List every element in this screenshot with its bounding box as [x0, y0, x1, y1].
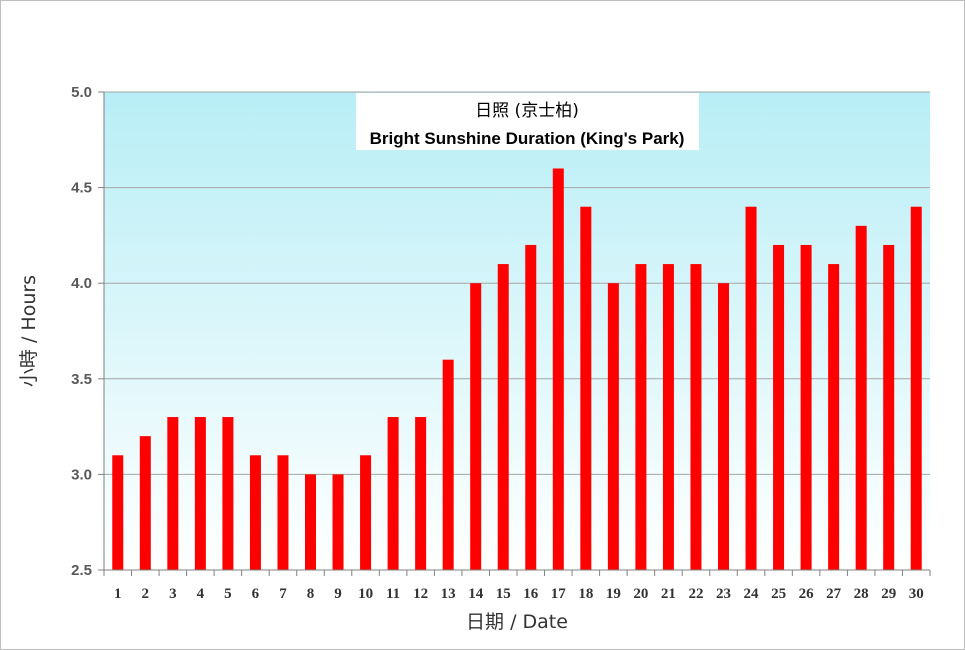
x-tick-label: 4	[197, 586, 205, 602]
x-tick-label: 13	[441, 586, 456, 602]
x-tick-label: 11	[386, 586, 400, 602]
bar	[607, 283, 619, 570]
x-tick-label: 14	[468, 586, 484, 602]
bar	[910, 206, 922, 570]
x-tick-label: 2	[142, 586, 150, 602]
bar	[828, 264, 840, 570]
x-tick-label: 22	[688, 586, 703, 602]
x-tick-label: 30	[909, 586, 924, 602]
x-tick-label: 7	[279, 586, 287, 602]
plot-area	[104, 92, 930, 570]
y-tick-label: 3.0	[71, 466, 92, 483]
bar	[222, 417, 234, 570]
bar	[360, 455, 372, 570]
x-tick-label: 24	[744, 586, 760, 602]
x-tick-label: 28	[854, 586, 869, 602]
x-tick-label: 21	[661, 586, 676, 602]
x-tick-label: 3	[169, 586, 177, 602]
y-tick-labels: 2.5 3.0 3.5 4.0 4.5 5.0	[71, 84, 92, 579]
y-tick-label: 4.5	[71, 180, 92, 197]
x-tick-label: 5	[224, 586, 232, 602]
bar	[387, 417, 399, 570]
bar	[442, 359, 454, 570]
bar	[745, 206, 757, 570]
x-tick-label: 25	[771, 586, 786, 602]
bar	[470, 283, 482, 570]
y-tick-label: 2.5	[71, 562, 92, 579]
bar	[635, 264, 647, 570]
bar	[497, 264, 509, 570]
x-tick-label: 17	[551, 586, 567, 602]
bar	[305, 474, 316, 570]
bar	[415, 417, 427, 570]
x-tick-label: 15	[496, 586, 511, 602]
bar	[773, 244, 785, 570]
y-tick-label: 4.0	[71, 275, 92, 292]
x-tick-label: 29	[881, 586, 896, 602]
bar	[883, 244, 895, 570]
title-box	[356, 93, 699, 150]
bar	[552, 168, 564, 571]
y-tick-label: 3.5	[71, 371, 92, 388]
x-tick-label: 1	[114, 586, 122, 602]
bar	[580, 206, 592, 570]
bar	[662, 264, 674, 570]
x-tick-label: 8	[307, 586, 315, 602]
bar	[139, 436, 151, 570]
x-tick-label: 10	[358, 586, 373, 602]
x-tick-label: 6	[252, 586, 260, 602]
chart-title: 日照 (京士柏)	[475, 101, 579, 121]
x-tick-label: 19	[606, 586, 621, 602]
x-tick-label: 16	[523, 586, 539, 602]
bar	[718, 283, 729, 570]
axes	[98, 91, 931, 576]
bar	[112, 455, 124, 570]
x-tick-label: 26	[799, 586, 815, 602]
bar	[525, 244, 537, 570]
bars	[112, 168, 922, 571]
bar	[277, 455, 289, 570]
bar	[167, 417, 179, 570]
bar	[690, 264, 702, 570]
chart-subtitle: Bright Sunshine Duration (King's Park)	[370, 129, 685, 148]
bar	[855, 225, 867, 570]
x-tick-label: 18	[578, 586, 593, 602]
y-axis-title: 小時 / Hours	[18, 275, 40, 387]
bar	[332, 474, 344, 570]
bar	[249, 455, 261, 570]
x-tick-label: 12	[413, 586, 428, 602]
x-axis-title: 日期 / Date	[466, 611, 568, 633]
x-tick-labels: 1 2 3 4 5 6 7 8 9 10 11 12 13 14 15 16 17 18 19 20 21 22 23 24 2…	[114, 586, 924, 602]
bar	[800, 244, 812, 570]
x-tick-label: 27	[826, 586, 842, 602]
y-tick-label: 5.0	[71, 84, 92, 101]
bar	[194, 417, 206, 570]
x-tick-label: 23	[716, 586, 731, 602]
x-tick-label: 9	[334, 586, 342, 602]
x-tick-label: 20	[633, 586, 648, 602]
